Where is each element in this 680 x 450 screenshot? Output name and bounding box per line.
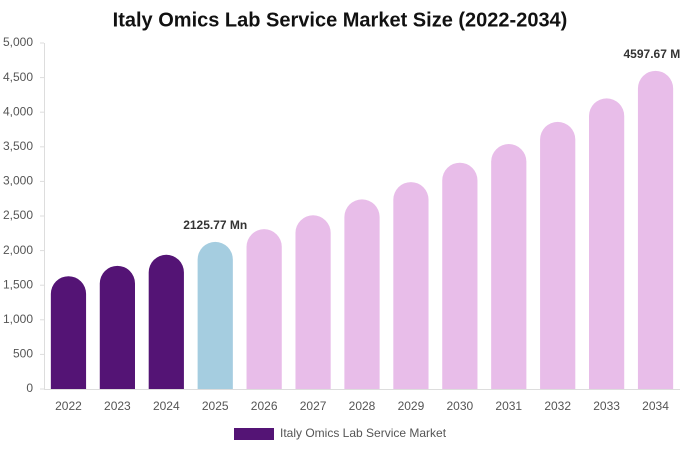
bar <box>540 121 576 389</box>
y-tick-label: 3,000 <box>3 174 33 188</box>
y-tick-label: 1,000 <box>3 312 33 326</box>
x-tick-label: 2031 <box>495 399 522 413</box>
x-tick-label: 2034 <box>642 399 669 413</box>
x-tick-label: 2024 <box>153 399 180 413</box>
bar <box>637 70 674 389</box>
bar <box>99 265 135 389</box>
y-tick-label: 3,500 <box>3 139 33 153</box>
legend-label: Italy Omics Lab Service Market <box>280 426 447 440</box>
y-tick-label: 4,000 <box>3 104 33 118</box>
y-tick-label: 5,000 <box>3 35 33 49</box>
bar <box>50 276 87 389</box>
bar <box>148 254 184 389</box>
x-tick-label: 2029 <box>398 399 425 413</box>
bar <box>197 241 233 389</box>
legend-swatch <box>234 428 274 440</box>
bar <box>491 144 527 389</box>
bar <box>442 162 478 389</box>
y-tick-label: 500 <box>13 347 33 361</box>
value-label: 4597.67 Mn <box>624 47 680 61</box>
x-tick-label: 2026 <box>251 399 278 413</box>
y-tick-label: 2,000 <box>3 243 33 257</box>
bar <box>589 98 625 390</box>
y-tick-label: 0 <box>26 381 33 395</box>
x-tick-label: 2028 <box>349 399 376 413</box>
bar <box>295 215 331 389</box>
x-tick-label: 2030 <box>446 399 473 413</box>
bar <box>393 182 429 389</box>
x-tick-label: 2027 <box>300 399 327 413</box>
x-tick-label: 2032 <box>544 399 571 413</box>
x-tick-label: 2022 <box>55 399 82 413</box>
x-tick-label: 2025 <box>202 399 229 413</box>
bar <box>344 199 380 389</box>
y-tick-label: 1,500 <box>3 277 33 291</box>
x-tick-label: 2023 <box>104 399 131 413</box>
chart-title: Italy Omics Lab Service Market Size (202… <box>113 9 568 31</box>
y-tick-label: 4,500 <box>3 70 33 84</box>
y-tick-label: 2,500 <box>3 208 33 222</box>
value-label: 2125.77 Mn <box>183 218 247 232</box>
bar <box>246 229 282 389</box>
x-tick-label: 2033 <box>593 399 620 413</box>
